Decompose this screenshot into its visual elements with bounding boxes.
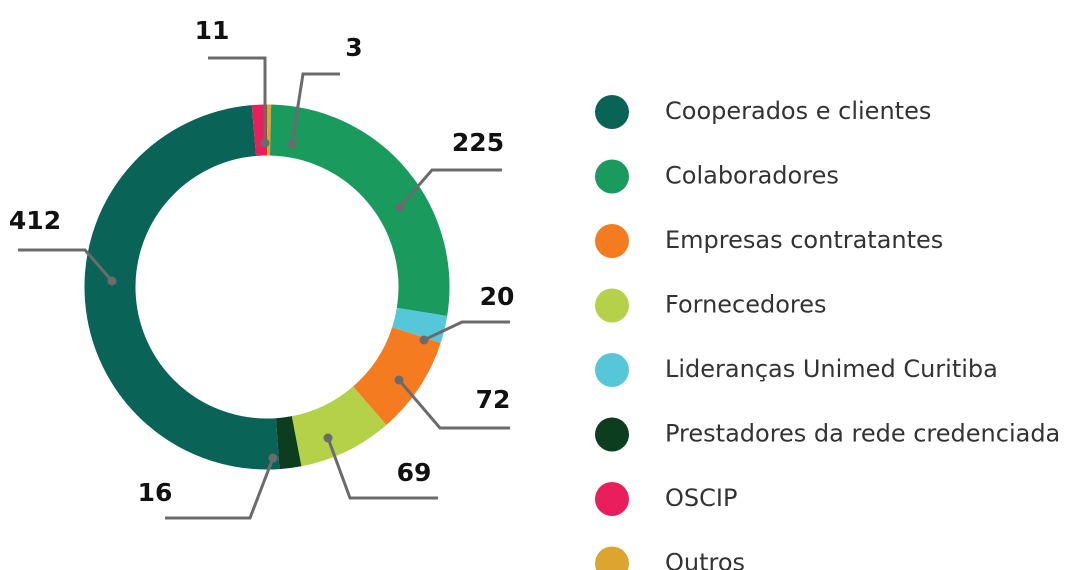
legend-label: Colaboradores — [665, 162, 839, 190]
legend-swatch — [595, 353, 629, 387]
leader-line — [290, 72, 340, 145]
donut-segment — [392, 307, 448, 343]
leader-line — [165, 457, 275, 520]
data-label: 225 — [452, 128, 504, 157]
leader-dot — [419, 335, 429, 345]
data-label: 11 — [195, 16, 230, 45]
legend-label: Cooperados e clientes — [665, 97, 931, 125]
legend-swatch — [595, 288, 629, 323]
leader-dot — [395, 202, 405, 212]
leader-line — [423, 320, 510, 342]
data-label: 72 — [476, 385, 511, 414]
donut-segment — [291, 385, 387, 467]
legend-swatch — [595, 417, 629, 452]
donut-segment — [84, 105, 280, 470]
legend-label: OSCIP — [665, 484, 737, 512]
leader-line — [208, 56, 267, 143]
leader-line — [326, 437, 438, 500]
data-label: 412 — [9, 206, 61, 235]
legend-swatch — [595, 224, 629, 258]
leader-dot — [323, 433, 333, 443]
leader-dot — [394, 375, 404, 385]
data-label: 3 — [345, 33, 362, 62]
data-label: 20 — [480, 282, 515, 311]
donut-segment — [275, 416, 302, 470]
legend-swatch — [595, 482, 629, 516]
legend-label: Outros — [665, 549, 745, 570]
data-label: 69 — [397, 458, 432, 487]
legend-label: Prestadores da rede credenciada — [665, 420, 1060, 448]
donut-segment — [352, 326, 441, 426]
leader-dot — [260, 138, 270, 148]
data-label: 16 — [138, 478, 173, 507]
legend-label: Empresas contratantes — [665, 226, 943, 254]
legend-label: Lideranças Unimed Curitiba — [665, 355, 998, 383]
leader-line — [398, 168, 502, 208]
leader-dot — [287, 139, 297, 149]
leader-dot — [268, 453, 278, 463]
legend-swatch — [595, 159, 629, 194]
donut-segment — [251, 104, 268, 156]
leader-dot — [107, 276, 117, 286]
legend-swatch — [595, 95, 629, 129]
leader-line — [18, 248, 114, 282]
leader-line — [397, 379, 510, 430]
donut-segment — [269, 104, 450, 316]
legend-swatch — [595, 546, 629, 570]
legend-label: Fornecedores — [665, 291, 827, 319]
